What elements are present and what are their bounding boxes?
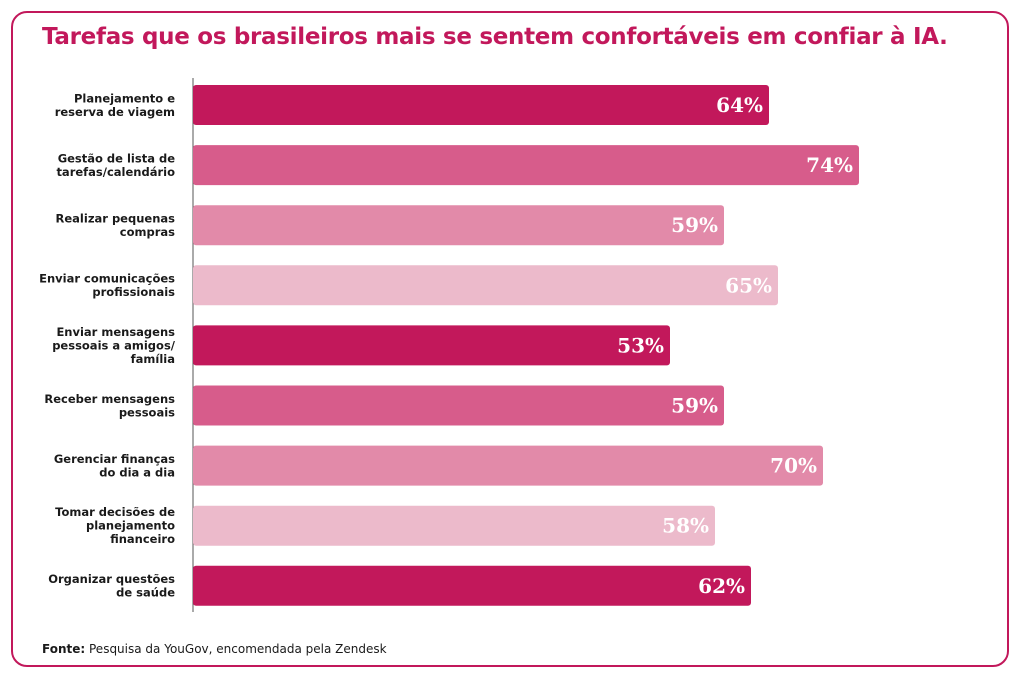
bar-value-label: 64% bbox=[716, 93, 763, 117]
source-prefix: Fonte: bbox=[42, 642, 86, 656]
category-label: Enviar comunicações profissionais bbox=[39, 272, 175, 300]
bar-value-label: 65% bbox=[725, 273, 772, 297]
category-label-line: família bbox=[131, 352, 175, 366]
bar-value-label: 70% bbox=[770, 454, 817, 478]
bar bbox=[193, 505, 715, 546]
source-text: Pesquisa da YouGov, encomendada pela Zen… bbox=[89, 642, 387, 656]
bar bbox=[193, 145, 859, 186]
category-label-line: reserva de viagem bbox=[55, 105, 175, 119]
category-label: Tomar decisões de planejamento financeiro bbox=[55, 505, 175, 546]
bar-value-label: 74% bbox=[806, 153, 853, 177]
category-label-line: Enviar comunicações bbox=[39, 272, 175, 286]
category-label-line: pessoais bbox=[119, 405, 175, 419]
category-label: Gerenciar finanças do dia a dia bbox=[54, 452, 175, 480]
category-label-line: Gestão de lista de bbox=[58, 151, 176, 165]
chart-title: Tarefas que os brasileiros mais se sente… bbox=[42, 24, 948, 50]
category-label-line: Receber mensagens bbox=[44, 392, 175, 406]
category-label-line: planejamento bbox=[86, 519, 175, 533]
category-label: Receber mensagens pessoais bbox=[44, 392, 175, 420]
category-label-line: Realizar pequenas bbox=[56, 211, 176, 225]
bar bbox=[193, 325, 670, 366]
category-label-line: compras bbox=[120, 225, 175, 239]
bar-value-label: 59% bbox=[671, 213, 718, 237]
bar bbox=[193, 385, 724, 426]
bar bbox=[193, 565, 751, 606]
category-label-line: de saúde bbox=[116, 586, 175, 600]
bar-value-label: 59% bbox=[671, 394, 718, 418]
category-label-line: Organizar questões bbox=[48, 572, 175, 586]
bar bbox=[193, 265, 778, 306]
category-label: Gestão de lista de tarefas/calendário bbox=[56, 151, 175, 179]
category-label: Planejamento e reserva de viagem bbox=[55, 91, 175, 119]
category-label: Realizar pequenas compras bbox=[56, 211, 176, 239]
bar-value-label: 62% bbox=[698, 574, 745, 598]
category-label-line: tarefas/calendário bbox=[56, 165, 175, 179]
category-label-line: profissionais bbox=[92, 285, 175, 299]
category-label-line: Tomar decisões de bbox=[55, 505, 175, 519]
bar-value-label: 53% bbox=[617, 333, 664, 357]
category-label-line: do dia a dia bbox=[99, 465, 175, 479]
category-label-line: Enviar mensagens bbox=[56, 325, 175, 339]
bar bbox=[193, 445, 823, 486]
source-note: Fonte: Pesquisa da YouGov, encomendada p… bbox=[42, 642, 387, 656]
category-label-line: Gerenciar finanças bbox=[54, 452, 175, 466]
category-label-line: Planejamento e bbox=[74, 91, 175, 105]
category-label-line: pessoais a amigos/ bbox=[52, 338, 176, 352]
bar bbox=[193, 205, 724, 246]
category-label: Organizar questões de saúde bbox=[48, 572, 175, 600]
category-label: Enviar mensagens pessoais a amigos/famíli… bbox=[52, 325, 176, 366]
category-label-line: financeiro bbox=[110, 532, 175, 546]
bar bbox=[193, 85, 769, 125]
bar-value-label: 58% bbox=[662, 514, 709, 538]
